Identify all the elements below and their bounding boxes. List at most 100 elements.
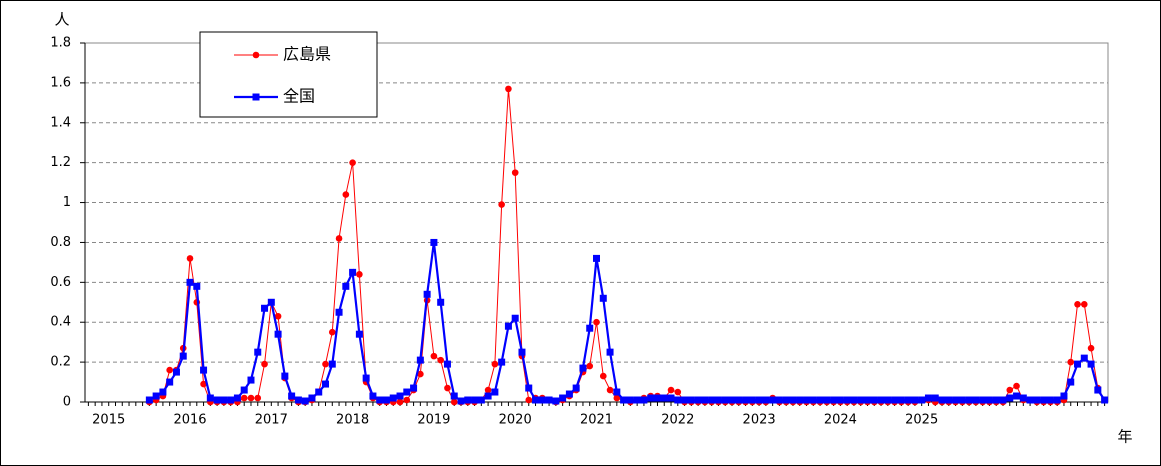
- data-point: [186, 255, 194, 262]
- data-point: [586, 362, 594, 370]
- data-point: [626, 396, 634, 404]
- data-point: [674, 396, 682, 404]
- data-point: [437, 356, 444, 364]
- data-point: [382, 396, 390, 404]
- data-point: [599, 372, 607, 380]
- x-tick-label: 2023: [743, 413, 776, 428]
- data-point: [708, 396, 716, 404]
- data-point: [166, 366, 173, 374]
- y-tick-label: 0: [63, 395, 71, 410]
- data-point: [430, 238, 438, 246]
- legend-label: 広島県: [283, 45, 331, 64]
- data-point: [938, 396, 946, 404]
- data-point: [843, 396, 851, 404]
- data-point: [511, 314, 519, 322]
- data-point: [450, 398, 458, 406]
- data-point: [518, 348, 526, 356]
- data-point: [1101, 396, 1109, 404]
- data-point: [1087, 344, 1095, 352]
- data-point: [809, 396, 817, 404]
- data-point: [261, 360, 268, 368]
- data-point: [620, 396, 628, 404]
- data-point: [322, 360, 329, 368]
- data-point: [206, 394, 214, 402]
- data-point: [593, 318, 600, 326]
- data-point: [1040, 396, 1048, 404]
- data-point: [1026, 396, 1034, 404]
- x-tick-label: 2020: [499, 413, 532, 428]
- data-point: [450, 392, 458, 400]
- data-point: [681, 396, 689, 404]
- data-point: [484, 392, 492, 400]
- data-point: [674, 388, 682, 396]
- data-point: [1087, 360, 1095, 368]
- data-point: [342, 191, 350, 198]
- data-point: [152, 392, 160, 400]
- data-point: [660, 394, 668, 402]
- data-point: [1074, 360, 1082, 368]
- data-point: [613, 394, 621, 402]
- data-point: [491, 360, 499, 368]
- data-point: [532, 396, 540, 404]
- data-point: [254, 348, 262, 356]
- data-point: [945, 396, 953, 404]
- data-point: [640, 396, 648, 404]
- data-point: [721, 396, 729, 404]
- x-tick-label: 2021: [580, 413, 613, 428]
- data-point: [701, 396, 709, 404]
- data-point: [498, 358, 506, 366]
- y-tick-label: 1.4: [50, 115, 71, 130]
- data-point: [437, 298, 445, 306]
- data-point: [803, 396, 811, 404]
- data-point: [322, 380, 330, 388]
- data-point: [477, 396, 485, 404]
- data-point: [172, 368, 180, 376]
- data-point: [227, 396, 235, 404]
- data-point: [525, 396, 533, 404]
- data-point: [247, 394, 255, 402]
- data-point: [511, 169, 519, 176]
- data-point: [606, 348, 614, 356]
- data-point: [342, 282, 350, 290]
- y-tick-label: 0.6: [50, 275, 71, 290]
- y-tick-label: 1: [63, 195, 71, 210]
- data-point: [443, 360, 451, 368]
- data-point: [240, 386, 248, 394]
- data-point: [836, 396, 844, 404]
- data-point: [471, 396, 479, 404]
- legend-label: 全国: [283, 87, 315, 106]
- y-tick-label: 1.8: [50, 36, 71, 51]
- data-point: [504, 322, 512, 330]
- data-point: [220, 396, 228, 404]
- data-point: [457, 397, 465, 405]
- data-point: [884, 396, 892, 404]
- data-point: [857, 396, 865, 404]
- data-point: [999, 396, 1007, 404]
- data-point: [355, 330, 363, 338]
- y-tick-label: 0.8: [50, 235, 71, 250]
- y-unit: 人: [54, 11, 69, 29]
- data-point: [769, 396, 777, 404]
- data-point: [166, 378, 174, 386]
- data-point: [931, 394, 939, 402]
- data-point: [979, 396, 987, 404]
- data-point: [1013, 392, 1021, 400]
- data-point: [599, 294, 607, 302]
- data-point: [918, 396, 926, 404]
- x-unit: 年: [1117, 428, 1132, 446]
- data-point: [200, 380, 207, 388]
- data-point: [748, 396, 756, 404]
- data-point: [667, 386, 675, 394]
- data-point: [924, 394, 932, 402]
- data-point: [972, 396, 980, 404]
- data-point: [145, 396, 153, 404]
- data-point: [410, 384, 418, 392]
- data-point: [559, 394, 567, 402]
- data-point: [484, 386, 492, 394]
- data-point: [891, 396, 899, 404]
- data-point: [240, 394, 248, 402]
- data-point: [335, 235, 343, 242]
- data-point: [389, 394, 397, 402]
